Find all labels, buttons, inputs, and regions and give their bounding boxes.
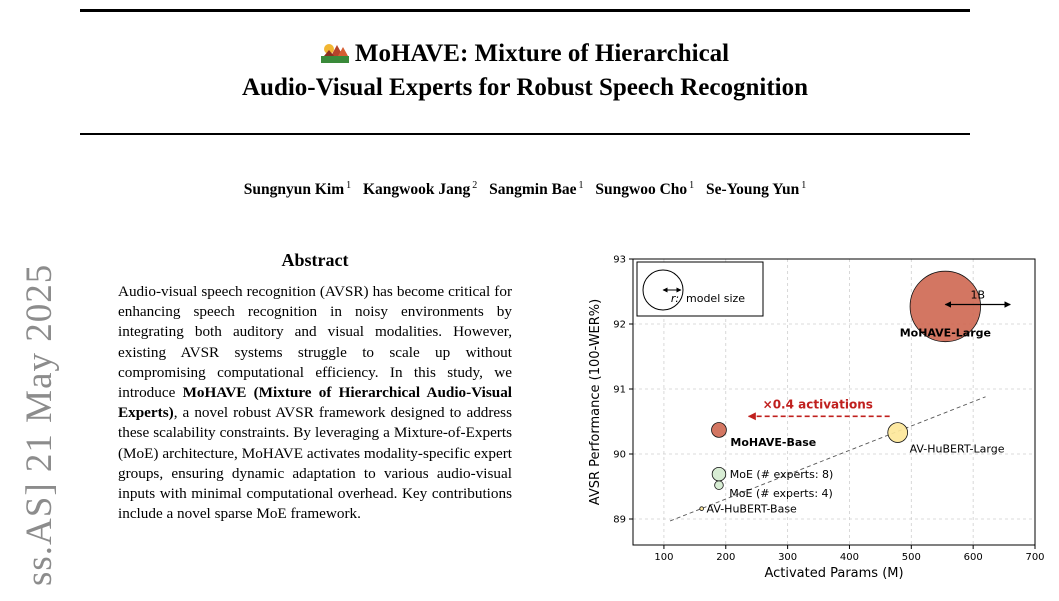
size-legend-box	[636, 261, 764, 317]
plot-frame	[632, 258, 1036, 546]
title-rule-top	[80, 9, 970, 12]
title-rule-bottom	[80, 133, 970, 135]
activation-annotation: ×0.4 activations	[763, 397, 873, 411]
author: Sangmin Bae 1	[489, 180, 584, 199]
author: Sungnyun Kim 1	[243, 180, 352, 199]
y-tick-label: 90	[613, 450, 626, 461]
y-tick-label: 93	[613, 255, 626, 266]
point-label: AV-HuBERT-Base	[707, 503, 798, 516]
y-tick-label: 91	[613, 385, 626, 396]
abstract-bold-name: MoHAVE (Mixture of Hierarchical Audio-Vi…	[118, 384, 512, 422]
title-text-1: MoHAVE: Mixture of Hierarchical	[354, 40, 730, 67]
author: Sungwoo Cho 1	[595, 180, 695, 199]
performance-chart: MoHAVE-Large MoHAVE-Base AV-HuBERT-Large Mo…	[583, 250, 1053, 595]
size-legend-radius-symbol: r:	[671, 292, 679, 305]
abstract-text-1: Audio-visual speech recognition (AVSR) h…	[118, 283, 512, 402]
bubble-point	[714, 480, 724, 490]
x-tick-label: 200	[716, 552, 735, 563]
chart-svg: MoHAVE-Large MoHAVE-Base AV-HuBERT-Large Mo…	[588, 255, 1045, 582]
bubble-point	[711, 466, 727, 482]
x-tick-label: 700	[1025, 552, 1044, 563]
x-tick-label: 500	[902, 552, 921, 563]
size-legend-label: model size	[686, 292, 745, 305]
bubble-point	[699, 506, 704, 511]
author: Se-Young Yun 1	[706, 180, 807, 199]
point-label: AV-HuBERT-Large	[910, 443, 1005, 456]
x-tick-label: 400	[840, 552, 859, 563]
point-label: MoHAVE-Base	[730, 436, 816, 449]
point-label: MoE (# experts: 4)	[729, 487, 833, 500]
x-tick-label: 100	[654, 552, 673, 563]
x-tick-label: 600	[964, 552, 983, 563]
arxiv-stamp: ss.AS] 21 May 2025	[19, 263, 60, 586]
author: Kangwook Jang 2	[362, 180, 478, 199]
title-line-2: Audio-Visual Experts for Robust Speech R…	[241, 74, 808, 101]
x-tick-label: 300	[778, 552, 797, 563]
y-tick-label: 92	[613, 320, 626, 331]
point-label: MoHAVE-Large	[900, 326, 991, 339]
bubble-point	[711, 422, 727, 438]
trend-line	[669, 396, 986, 522]
abstract-text-2: , a novel robust AVSR framework designed…	[118, 404, 512, 523]
y-axis-label: AVSR Performance (100-WER%)	[588, 299, 603, 505]
y-tick-label: 89	[613, 515, 626, 526]
paper-title: MoHAVE: Mixture of Hierarchical Audio-Vi…	[80, 37, 970, 105]
point-label: MoE (# experts: 8)	[730, 468, 834, 481]
author-list: Sungnyun Kim 1 Kangwook Jang 2 Sangmin Bae…	[80, 180, 970, 199]
x-axis-label: Activated Params (M)	[764, 566, 903, 581]
abstract-body: Audio-visual speech recognition (AVSR) h…	[118, 282, 512, 601]
abstract-heading: Abstract	[281, 250, 349, 270]
title-line-1: MoHAVE: Mixture of Hierarchical	[80, 37, 970, 71]
landscape-logo-icon	[320, 44, 349, 63]
bubble-point	[887, 422, 908, 443]
scale-bar-label: 1B	[971, 289, 986, 302]
size-legend-circle	[642, 269, 684, 311]
